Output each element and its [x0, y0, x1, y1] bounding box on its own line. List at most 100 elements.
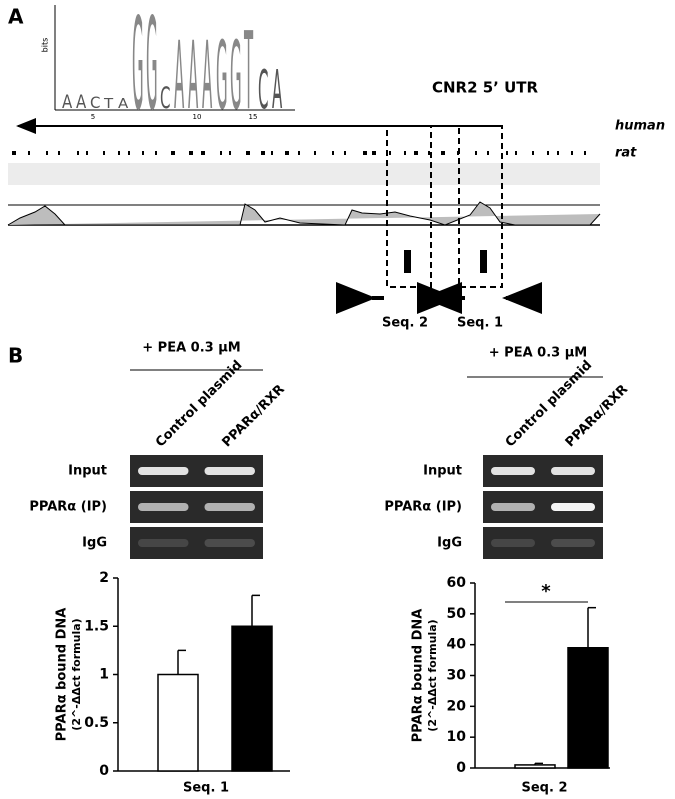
logo-letter: G: [230, 21, 242, 130]
alignment-dot: [229, 151, 231, 155]
alignment-dot: [571, 151, 573, 155]
row-label: PPARα (IP): [384, 500, 462, 515]
alignment-dot: [285, 151, 289, 155]
gel-band: [551, 467, 595, 475]
site-box: [458, 125, 503, 288]
logo-letter: A: [62, 90, 73, 112]
panel-label: A: [8, 5, 24, 29]
site-mark: [404, 250, 411, 273]
y-axis-label: (2^-ΔΔct formula): [70, 618, 83, 730]
alignment-dot: [332, 151, 334, 155]
alignment-dot: [246, 151, 250, 155]
logo-tick: 5: [91, 113, 95, 121]
gel-band: [491, 467, 535, 475]
y-tick-label: 0.5: [84, 715, 109, 731]
alignment-dot: [46, 151, 48, 155]
treatment-label: + PEA 0.3 μM: [489, 346, 587, 361]
gel-band: [204, 503, 255, 511]
alignment-dot: [475, 151, 477, 155]
sequence-label: Seq. 1: [457, 316, 503, 331]
logo-letter: G: [146, 0, 158, 139]
logo-letter: A: [272, 60, 282, 121]
alignment-dot: [389, 151, 391, 155]
alignment-dot: [28, 151, 30, 155]
x-axis-label: Seq. 2: [522, 781, 568, 796]
alignment-dot: [103, 151, 105, 155]
row-label: PPARα (IP): [29, 500, 107, 515]
gel-band: [138, 503, 189, 511]
site-box: [386, 125, 432, 288]
alignment-dot: [128, 151, 130, 155]
species-label: rat: [615, 146, 637, 161]
treatment-label: + PEA 0.3 μM: [142, 341, 240, 356]
alignment-dot: [86, 151, 88, 155]
significance-mark: *: [541, 581, 551, 602]
logo-letter: A: [76, 90, 87, 112]
gel-band: [551, 503, 595, 511]
gel-band: [491, 539, 535, 547]
x-axis-label: Seq. 1: [183, 781, 229, 796]
bar: [514, 764, 556, 769]
logo-letter: G: [132, 0, 144, 139]
logo-letter: C: [258, 60, 268, 121]
gel-band: [204, 467, 255, 475]
alignment-dot: [441, 151, 445, 155]
panel-label: B: [8, 344, 23, 368]
sequence-logo: A A C T A G G C A A A G G T C A5 10 15: [62, 0, 282, 139]
y-tick-label: 2: [99, 570, 109, 586]
y-axis-label: (2^-ΔΔct formula): [426, 619, 439, 731]
alignment-dot: [189, 151, 193, 155]
row-label: IgG: [82, 536, 107, 551]
alignment-dot: [363, 151, 367, 155]
y-tick-label: 1: [99, 667, 109, 683]
alignment-dot: [547, 151, 549, 155]
y-tick-label: 0: [99, 763, 109, 779]
site-mark: [480, 250, 487, 273]
gel-band: [138, 467, 189, 475]
y-tick-label: 50: [447, 606, 467, 622]
alignment-dot: [298, 151, 300, 155]
logo-tick: 10: [193, 113, 202, 121]
row-label: IgG: [437, 536, 462, 551]
alignment-dot: [506, 151, 508, 155]
alignment-dot: [557, 151, 559, 155]
y-tick-label: 1.5: [84, 618, 109, 634]
alignment-dot: [77, 151, 79, 155]
logo-tick: 15: [249, 113, 258, 121]
alignment-dot: [314, 151, 316, 155]
conservation-band: [8, 163, 600, 185]
logo-letter: A: [174, 21, 184, 130]
conservation-profile: [7, 201, 601, 226]
gel-band: [138, 539, 189, 547]
gel-band: [551, 539, 595, 547]
alignment-dot: [201, 151, 205, 155]
alignment-dot: [344, 151, 346, 155]
alignment-dot: [155, 151, 157, 155]
alignment-dot: [532, 151, 534, 155]
column-label: PPARα/RXR: [219, 382, 287, 450]
alignment-dot: [404, 151, 406, 155]
logo-letter: C: [90, 94, 100, 113]
logo-letter: A: [188, 21, 198, 130]
alignment-dot: [271, 151, 273, 155]
alignment-dot: [487, 151, 489, 155]
alignment-dot: [220, 151, 222, 155]
logo-letter: T: [103, 97, 114, 112]
y-tick-label: 10: [447, 729, 467, 745]
y-tick-label: 30: [447, 668, 467, 684]
bar: [157, 673, 199, 772]
y-tick-label: 60: [447, 575, 467, 591]
alignment-dot: [584, 151, 586, 155]
row-label: Input: [68, 464, 107, 479]
alignment-dot: [261, 151, 265, 155]
alignment-dot: [12, 151, 16, 155]
y-tick-label: 0: [456, 760, 466, 776]
region-title: CNR2 5’ UTR: [432, 79, 539, 97]
logo-letter: C: [160, 82, 170, 116]
y-tick-label: 40: [447, 637, 467, 653]
logo-letter: T: [244, 9, 253, 134]
alignment-dot: [118, 151, 120, 155]
gel-band: [491, 503, 535, 511]
